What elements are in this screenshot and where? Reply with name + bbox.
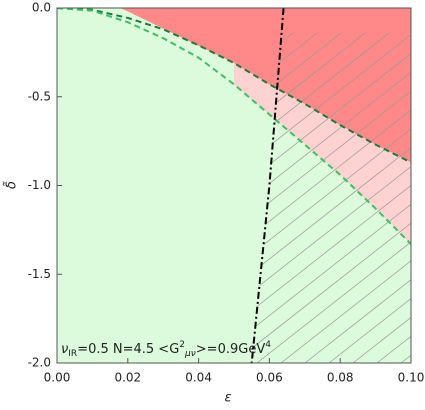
hatch-line bbox=[328, 32, 411, 363]
hatch-line bbox=[251, 32, 411, 363]
annotation-part: ν bbox=[61, 342, 68, 357]
hatch-line bbox=[251, 32, 411, 363]
hatch-line bbox=[251, 32, 390, 363]
x-axis-label: ε bbox=[224, 391, 231, 406]
y-tick-label: 0.0 bbox=[32, 1, 51, 15]
hatch-line bbox=[251, 32, 366, 363]
y-tick-label: -1.0 bbox=[28, 178, 51, 192]
hatch-line bbox=[251, 32, 411, 363]
hatch-line bbox=[304, 32, 411, 363]
x-tick-label: 0.04 bbox=[185, 371, 212, 385]
x-tick-label: 0.00 bbox=[44, 371, 71, 385]
annotation: νIR=0.5 N=4.5 <G2μν>=0.9GeV4 bbox=[61, 340, 271, 359]
plot-area bbox=[57, 8, 411, 363]
annotation-part: 2 bbox=[179, 340, 185, 350]
boundary-curve bbox=[57, 8, 411, 164]
annotation-part: >=0.9GeV bbox=[196, 342, 266, 357]
x-tick-label: 0.06 bbox=[256, 371, 283, 385]
hatch-line bbox=[256, 32, 411, 363]
y-tick-label: -1.5 bbox=[28, 267, 51, 281]
y-axis-label: δ̃ bbox=[3, 181, 19, 189]
x-tick-label: 0.02 bbox=[114, 371, 141, 385]
x-tick-label: 0.08 bbox=[327, 371, 354, 385]
hatch-line bbox=[251, 32, 411, 363]
region-excluded bbox=[120, 8, 411, 163]
boundary-curve bbox=[250, 8, 285, 363]
hatch-line bbox=[251, 32, 411, 363]
hatch-line bbox=[280, 32, 411, 363]
y-tick-label: -2.0 bbox=[28, 356, 51, 370]
x-tick-label: 0.10 bbox=[398, 371, 425, 385]
y-tick-label: -0.5 bbox=[28, 89, 51, 103]
boundary-curve bbox=[57, 8, 411, 245]
annotation-part: IR bbox=[68, 349, 77, 359]
hatch-line bbox=[251, 32, 411, 363]
hatch-line bbox=[251, 32, 411, 363]
hatch-line bbox=[251, 32, 411, 363]
annotation-part: μν bbox=[184, 349, 196, 359]
annotation-part: 4 bbox=[265, 340, 271, 350]
hatch-line bbox=[251, 32, 411, 363]
annotation-part: =0.5 N=4.5 <G bbox=[77, 342, 179, 357]
hatch-line bbox=[251, 32, 411, 363]
